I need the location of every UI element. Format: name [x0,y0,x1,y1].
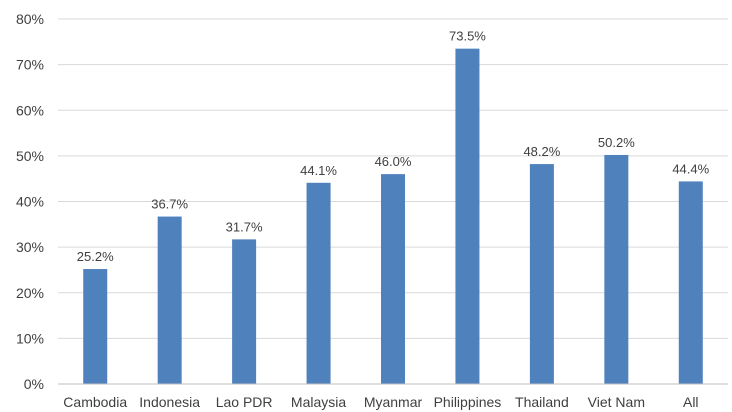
x-tick-label: Lao PDR [216,394,273,410]
bar [678,181,703,384]
y-tick-label: 40% [16,194,44,210]
x-tick-label: Philippines [434,394,502,410]
x-axis-ticks: Cambodia Indonesia Lao PDR Malaysia Myanmar P… [63,394,698,410]
bar [604,154,629,384]
data-labels: 25.2% 36.7% 31.7% 44.1% 46.0% 73.5% 48.2% 50.2%… [77,29,710,264]
y-tick-label: 50% [16,148,44,164]
data-label: 25.2% [77,249,114,264]
bar [529,164,554,384]
x-tick-label: Cambodia [63,394,127,410]
y-tick-label: 20% [16,285,44,301]
data-label: 36.7% [151,197,188,212]
bar [455,48,480,384]
bar [381,174,405,384]
bar [157,216,182,384]
data-label: 73.5% [449,29,486,44]
bar [83,269,108,384]
x-tick-label: All [683,394,699,410]
data-label: 44.1% [300,163,337,178]
y-tick-label: 80% [16,11,44,27]
bars [83,48,703,384]
data-label: 46.0% [375,154,412,169]
data-label: 48.2% [523,144,560,159]
y-tick-label: 70% [16,57,44,73]
data-label: 44.4% [672,161,709,176]
x-tick-label: Myanmar [364,394,423,410]
data-label: 50.2% [598,135,635,150]
x-tick-label: Viet Nam [588,394,645,410]
x-tick-label: Indonesia [139,394,200,410]
data-label: 31.7% [226,219,263,234]
y-tick-label: 10% [16,330,44,346]
x-tick-label: Malaysia [291,394,346,410]
y-tick-label: 30% [16,239,44,255]
x-tick-label: Thailand [515,394,569,410]
y-tick-label: 0% [24,376,44,392]
y-axis-ticks: 0% 10% 20% 30% 40% 50% 60% 70% 80% [16,11,44,392]
bar [306,182,331,384]
bar [232,239,257,384]
y-tick-label: 60% [16,102,44,118]
